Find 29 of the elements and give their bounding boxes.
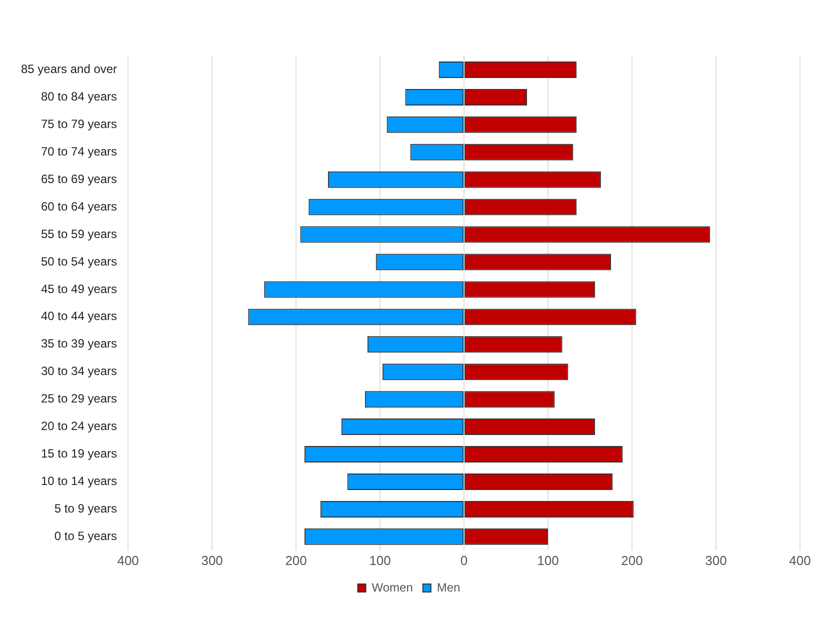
x-tick-label: 100 (369, 552, 391, 568)
y-tick-label: 85 years and over (20, 62, 118, 76)
y-tick-label: 15 to 19 years (40, 446, 118, 461)
x-tick-label: 400 (117, 552, 139, 568)
y-tick-label: 70 to 74 years (40, 144, 118, 158)
x-tick-label: 300 (201, 552, 223, 568)
y-tick-label: 35 to 39 years (40, 336, 118, 351)
y-tick-label: 25 to 29 years (40, 392, 118, 406)
legend-label: Women (372, 580, 413, 594)
x-tick-label: 0 (460, 552, 468, 568)
legend-label: Men (436, 580, 460, 594)
y-tick-label: 45 to 49 years (40, 282, 118, 296)
y-tick-label: 75 to 79 years (40, 116, 118, 131)
y-tick-label: 30 to 34 years (40, 364, 118, 378)
y-tick-label: 40 to 44 years (40, 309, 118, 324)
y-tick-label: 60 to 64 years (40, 199, 118, 214)
y-tick-label: 65 to 69 years (40, 172, 118, 186)
y-tick-label: 55 to 59 years (40, 226, 118, 241)
y-tick-label: 0 to 5 years (54, 528, 118, 543)
x-tick-label: 200 (621, 552, 643, 568)
x-tick-label: 400 (789, 552, 811, 568)
x-tick-label: 300 (705, 552, 727, 568)
y-tick-label: 5 to 9 years (54, 502, 118, 516)
y-tick-label: 20 to 24 years (40, 419, 118, 434)
y-tick-label: 10 to 14 years (40, 474, 118, 488)
y-tick-label: 50 to 54 years (40, 254, 118, 268)
x-tick-label: 200 (285, 552, 307, 568)
y-tick-label: 80 to 84 years (40, 90, 118, 104)
x-tick-label: 100 (537, 552, 559, 568)
